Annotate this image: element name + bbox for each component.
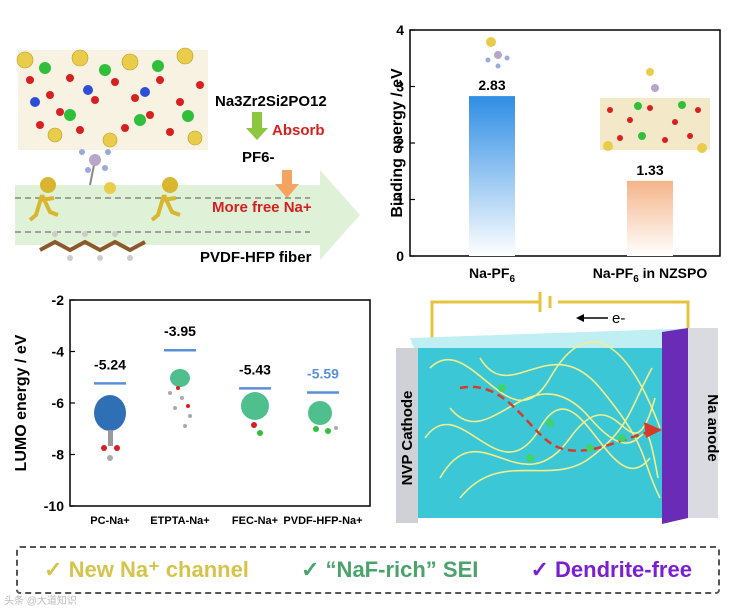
running-na-figure-1 <box>28 177 59 222</box>
value-label-1: -3.95 <box>164 323 196 339</box>
binding-energy-chart: Binding energy / eV 0 1 2 3 4 2.83 1.33 Na-PF… <box>389 22 721 285</box>
category-label-2: FEC-Na+ <box>232 515 278 527</box>
category-label-0: PC-Na+ <box>90 515 129 527</box>
summary-new-channel: ✓ New Na⁺ channel <box>44 557 249 582</box>
ytick-label-2: 2 <box>396 135 404 151</box>
pvdf-chain <box>39 231 146 261</box>
pvdf-hfp-na-orbital <box>308 401 338 434</box>
fiber-label: PVDF-HFP fiber <box>200 249 312 266</box>
summary-naf-sei: ✓ “NaF-rich” SEI <box>301 557 479 582</box>
category-labels: Na-PF6 Na-PF6 in NZSPO <box>469 265 707 285</box>
crystal-slab <box>16 47 208 150</box>
lumo-energy-chart: LUMO energy / eV -10 -8 -6 -4 -2 -5.24 -3.95 -… <box>13 292 371 527</box>
absorb-label: Absorb <box>272 122 325 139</box>
free-na-label: More free Na+ <box>212 199 312 216</box>
running-na-figure-2 <box>150 177 181 222</box>
summary-banner: ✓ New Na⁺ channel ✓ “NaF-rich” SEI ✓ Den… <box>16 546 720 594</box>
category-label-1: ETPTA-Na+ <box>150 515 209 527</box>
ytick-label--2: -2 <box>52 292 65 308</box>
value-label-3: -5.59 <box>307 365 339 381</box>
value-label-1: 1.33 <box>636 162 663 178</box>
cathode-label: NVP Cathode <box>399 391 416 486</box>
bar-1 <box>627 180 673 256</box>
compound-label: Na3Zr2Si2PO12 <box>215 93 327 110</box>
na-anode-plate <box>662 328 688 524</box>
absorb-arrow <box>246 112 268 140</box>
watermark: 头条 @大道知识 <box>4 596 77 607</box>
category-label-3: PVDF-HFP-Na+ <box>283 515 362 527</box>
fiber-band-arrow <box>15 170 360 260</box>
anion-label: PF6- <box>242 149 275 166</box>
bar-0 <box>469 96 515 256</box>
ytick-label-0: 0 <box>396 248 404 264</box>
fec-na-orbital <box>241 392 269 436</box>
ytick-label--6: -6 <box>52 395 65 411</box>
nzspo-slab-molecule <box>600 68 710 153</box>
battery-schematic: e- NVP Cathode Na anode <box>396 292 721 524</box>
value-label-0: 2.83 <box>478 77 505 93</box>
circuit-wire <box>430 300 690 338</box>
ytick-label--4: -4 <box>52 344 65 360</box>
panel-a-schematic: Na3Zr2Si2PO12 Absorb PF6- More free Na+ … <box>15 47 360 266</box>
tick-label-na-pf6: Na-PF6 <box>469 265 515 285</box>
na-pf6-molecule <box>485 37 510 69</box>
ytick-label-3: 3 <box>396 79 404 95</box>
ytick-label--8: -8 <box>52 447 65 463</box>
free-na-arrow <box>275 170 299 198</box>
pc-na-orbital <box>94 395 126 461</box>
ylabel: LUMO energy / eV <box>13 334 30 471</box>
electron-label: e- <box>612 310 625 327</box>
ylabel: Binding energy / eV <box>389 68 406 218</box>
cathode-plate <box>396 348 418 523</box>
value-label-0: -5.24 <box>94 356 126 372</box>
ytick-label--10: -10 <box>44 498 64 514</box>
summary-dendrite-free: ✓ Dendrite-free <box>530 557 692 582</box>
ytick-label-1: 1 <box>396 192 404 208</box>
na-anode-side <box>688 328 718 518</box>
tick-label-na-pf6-nzspo: Na-PF6 in NZSPO <box>593 265 708 285</box>
ytick-label-4: 4 <box>396 22 404 38</box>
anode-label: Na anode <box>704 394 721 462</box>
etpta-na-orbital <box>168 369 192 428</box>
pf6-molecule <box>79 149 116 194</box>
value-label-2: -5.43 <box>239 361 271 377</box>
